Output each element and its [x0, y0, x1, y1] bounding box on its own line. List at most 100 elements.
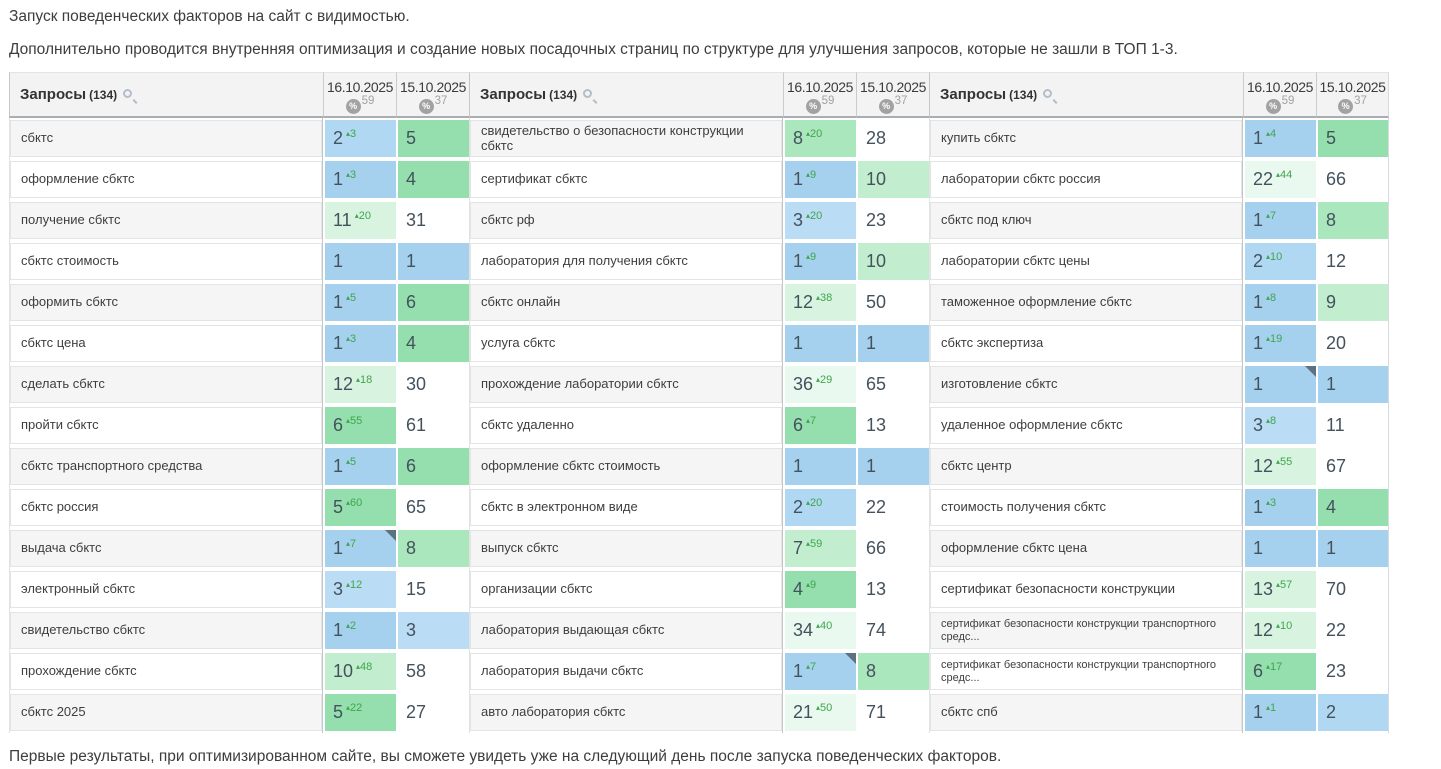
query-text: лаборатория выдачи сбктс — [481, 663, 644, 679]
delta-up-icon: ▴ — [1266, 210, 1271, 220]
position-cell-previous: 66 — [856, 528, 929, 569]
position-cell-previous: 11 — [1316, 405, 1389, 446]
table-row: оформление сбктс 1 ▴3 4 сертификат сбктс 1 ▴9 1… — [9, 159, 1389, 200]
position-value: 3 — [793, 210, 804, 230]
table-body: сбктс 2 ▴3 5 свидетельство о безопасности ко… — [9, 118, 1389, 733]
position-cell-previous: 65 — [856, 364, 929, 405]
position-value: 65 — [406, 497, 427, 517]
position-cell-current: 1 ▴9 — [783, 159, 856, 200]
position-cell-previous: 8 — [856, 651, 929, 692]
date-column-header[interactable]: 16.10.2025% 59 — [783, 72, 856, 118]
position-value: 4 — [793, 579, 804, 599]
position-cell-previous: 22 — [1316, 610, 1389, 651]
delta-value: 38 — [820, 291, 833, 304]
position-value: 30 — [406, 374, 427, 394]
position-value: 12 — [1253, 620, 1274, 640]
date-column-header[interactable]: 16.10.2025% 59 — [1243, 72, 1316, 118]
delta-up-icon: ▴ — [1266, 661, 1271, 671]
position-cell-previous: 28 — [856, 118, 929, 159]
position-value: 8 — [406, 538, 417, 558]
delta-up-icon: ▴ — [354, 210, 359, 220]
position-cell-current: 8 ▴20 — [783, 118, 856, 159]
position-cell-previous: 10 — [856, 241, 929, 282]
query-text: сбктс россия — [21, 499, 99, 515]
position-delta: ▴48 — [356, 657, 372, 675]
position-cell-previous: 31 — [396, 200, 469, 241]
position-cell-previous: 3 — [396, 610, 469, 651]
position-value: 11 — [333, 210, 352, 230]
table-row: получение сбктс 11 ▴20 31 сбктс рф 3 ▴20 23 сбкт… — [9, 200, 1389, 241]
table-row: оформить сбктс 1 ▴5 6 сбктс онлайн 12 ▴38 50 там… — [9, 282, 1389, 323]
query-text: прохождение сбктс — [21, 663, 137, 679]
position-cell-current: 6 ▴7 — [783, 405, 856, 446]
query-text: сбктс стоимость — [21, 253, 119, 269]
note-corner-marker-icon[interactable] — [1305, 366, 1316, 377]
position-value: 10 — [866, 169, 887, 189]
position-cell-current: 36 ▴29 — [783, 364, 856, 405]
query-text: сбктс удаленно — [481, 417, 574, 433]
position-cell-current: 2 ▴20 — [783, 487, 856, 528]
position-delta: ▴57 — [1276, 575, 1292, 593]
position-delta: ▴12 — [346, 575, 362, 593]
position-value: 1 — [1253, 210, 1264, 230]
query-text: сбктс онлайн — [481, 294, 561, 310]
note-corner-marker-icon[interactable] — [845, 653, 856, 664]
position-value: 13 — [866, 415, 887, 435]
position-cell-current: 1 — [323, 241, 396, 282]
query-cell: удаленное оформление сбктс — [929, 405, 1243, 446]
delta-up-icon: ▴ — [1266, 333, 1271, 343]
position-delta: ▴55 — [1276, 452, 1292, 470]
position-value: 1 — [333, 169, 344, 189]
date-column-header[interactable]: 15.10.2025% 37 — [856, 72, 929, 118]
position-cell-previous: 5 — [1316, 118, 1389, 159]
delta-up-icon: ▴ — [816, 702, 821, 712]
position-delta: ▴2 — [346, 616, 356, 634]
position-cell-previous: 4 — [396, 159, 469, 200]
query-text: сбктс в электронном виде — [481, 499, 638, 515]
date-column-header[interactable]: 15.10.2025% 37 — [396, 72, 469, 118]
query-cell: сбктс россия — [9, 487, 323, 528]
position-value: 22 — [866, 497, 887, 517]
query-text: авто лаборатория сбктс — [481, 704, 626, 720]
table-row: сбктс 2 ▴3 5 свидетельство о безопасности ко… — [9, 118, 1389, 159]
position-cell-current: 1 ▴2 — [323, 610, 396, 651]
position-value: 8 — [866, 661, 877, 681]
position-cell-previous: 1 — [856, 323, 929, 364]
search-icon[interactable] — [123, 88, 133, 98]
position-cell-current: 1 ▴8 — [1243, 282, 1316, 323]
delta-value: 57 — [1280, 578, 1293, 591]
percent-icon: % — [418, 98, 434, 114]
position-cell-previous: 12 — [1316, 241, 1389, 282]
visibility-value: 59 — [1281, 94, 1295, 107]
position-value: 1 — [333, 292, 344, 312]
delta-up-icon: ▴ — [346, 128, 351, 138]
search-icon[interactable] — [1043, 88, 1053, 98]
position-cell-current: 2 ▴3 — [323, 118, 396, 159]
date-column-header[interactable]: 15.10.2025% 37 — [1316, 72, 1389, 118]
date-column-header[interactable]: 16.10.2025% 59 — [323, 72, 396, 118]
search-icon[interactable] — [583, 88, 593, 98]
query-text: купить сбктс — [941, 130, 1017, 146]
delta-up-icon: ▴ — [1276, 456, 1281, 466]
delta-value: 40 — [820, 619, 833, 632]
position-value: 5 — [1326, 128, 1337, 148]
position-delta: ▴10 — [1266, 247, 1282, 265]
position-value: 20 — [1326, 333, 1347, 353]
position-cell-current: 12 ▴18 — [323, 364, 396, 405]
delta-up-icon: ▴ — [346, 169, 351, 179]
queries-column-header: Запросы (134) — [929, 72, 1243, 118]
query-cell: сбктс спб — [929, 692, 1243, 733]
date-label: 15.10.2025 — [859, 78, 927, 95]
position-cell-previous: 74 — [856, 610, 929, 651]
position-cell-current: 1 ▴9 — [783, 241, 856, 282]
position-cell-current: 1 ▴5 — [323, 282, 396, 323]
position-delta: ▴38 — [816, 288, 832, 306]
position-delta: ▴9 — [806, 247, 816, 265]
table-row: сбктс транспортного средства 1 ▴5 6 оформлен… — [9, 446, 1389, 487]
position-value: 1 — [1253, 538, 1264, 558]
position-delta: ▴9 — [806, 575, 816, 593]
note-corner-marker-icon[interactable] — [385, 530, 396, 541]
position-cell-current: 12 ▴38 — [783, 282, 856, 323]
delta-up-icon: ▴ — [356, 374, 361, 384]
delta-value: 3 — [350, 332, 357, 345]
